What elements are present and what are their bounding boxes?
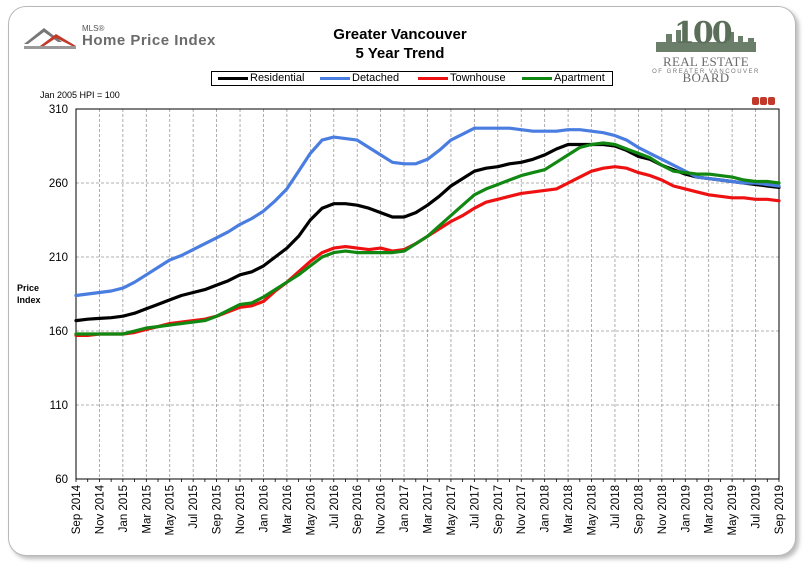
legend-item-townhouse: Townhouse	[418, 72, 506, 85]
x-tick-label: Jan 2017	[399, 485, 411, 532]
x-tick-label: Sep 2018	[633, 485, 645, 534]
hpi-base-note: Jan 2005 HPI = 100	[40, 90, 120, 100]
x-tick-label: Nov 2014	[94, 484, 106, 534]
mls-badge-icon	[752, 92, 778, 105]
x-tick-label: Nov 2016	[376, 485, 388, 534]
x-tick-label: Jul 2015	[188, 485, 200, 528]
legend-label-residential: Residential	[250, 72, 305, 84]
x-tick-label: Sep 2014	[71, 484, 83, 534]
x-tick-label: Jul 2018	[610, 485, 622, 528]
x-tick-label: Jul 2017	[469, 485, 481, 528]
x-tick-label: Jan 2016	[258, 485, 270, 532]
y-tick-label: 110	[50, 400, 68, 412]
y-tick-label: 210	[49, 252, 68, 264]
board-anniversary-number: 100	[674, 16, 733, 51]
legend-swatch-detached	[320, 76, 350, 80]
x-tick-label: Sep 2016	[352, 485, 364, 534]
y-axis-label-line2: Index	[17, 295, 41, 305]
x-tick-label: Jul 2019	[751, 485, 763, 528]
x-tick-label: Jul 2016	[329, 485, 341, 528]
x-tick-label: May 2019	[727, 485, 739, 536]
logo-small-text: MLS®	[82, 24, 105, 33]
x-tick-label: May 2017	[446, 485, 458, 536]
x-tick-label: Jan 2015	[118, 485, 130, 532]
x-tick-label: Sep 2015	[212, 485, 224, 534]
real-estate-board-logo: 100 REAL ESTATE BOARD OF GREATER VANCOUV…	[636, 16, 776, 85]
x-tick-label: May 2015	[165, 485, 177, 536]
house-roof-icon	[24, 28, 76, 49]
chart-title-line2: 5 Year Trend	[355, 45, 445, 62]
x-tick-label: Sep 2019	[774, 485, 786, 534]
chart-title-line1: Greater Vancouver	[333, 26, 467, 43]
y-tick-label: 310	[49, 104, 68, 116]
x-tick-label: Nov 2015	[235, 485, 247, 534]
city-skyline-icon	[656, 30, 756, 52]
x-tick-label: Mar 2019	[704, 485, 716, 534]
chart-legend: Residential Detached Townhouse Apartment	[211, 71, 613, 86]
x-tick-label: Nov 2017	[516, 485, 528, 534]
x-tick-label: Jan 2018	[540, 485, 552, 532]
x-tick-label: May 2016	[305, 485, 317, 536]
board-name: REAL ESTATE BOARD	[663, 54, 749, 85]
legend-item-residential: Residential	[218, 72, 304, 85]
y-axis-label-line1: Price	[17, 283, 40, 293]
x-tick-label: Mar 2017	[423, 485, 435, 534]
legend-swatch-townhouse	[418, 76, 448, 80]
y-axis-label: Price Index	[17, 282, 41, 306]
series-line-apartment	[74, 141, 781, 336]
x-tick-label: Mar 2018	[563, 485, 575, 534]
legend-item-detached: Detached	[320, 72, 399, 85]
legend-swatch-apartment	[522, 76, 552, 80]
board-region: OF GREATER VANCOUVER	[652, 69, 760, 75]
y-tick-label: 260	[49, 178, 68, 190]
series-line-detached	[74, 126, 781, 298]
y-tick-label: 60	[55, 474, 68, 486]
mls-hpi-logo: MLS® Home Price Index	[22, 22, 232, 56]
x-tick-label: Nov 2018	[657, 485, 669, 534]
legend-label-townhouse: Townhouse	[450, 72, 506, 84]
x-tick-label: May 2018	[587, 485, 599, 536]
logo-main-text: Home Price Index	[82, 32, 216, 49]
x-tick-label: Jan 2019	[680, 485, 692, 532]
y-tick-label: 160	[49, 326, 68, 338]
legend-label-detached: Detached	[352, 72, 400, 84]
legend-label-apartment: Apartment	[554, 72, 605, 84]
x-tick-label: Sep 2017	[493, 485, 505, 534]
legend-swatch-residential	[218, 76, 248, 80]
legend-item-apartment: Apartment	[522, 72, 605, 85]
x-tick-label: Mar 2015	[141, 485, 153, 534]
x-tick-label: Mar 2016	[282, 485, 294, 534]
